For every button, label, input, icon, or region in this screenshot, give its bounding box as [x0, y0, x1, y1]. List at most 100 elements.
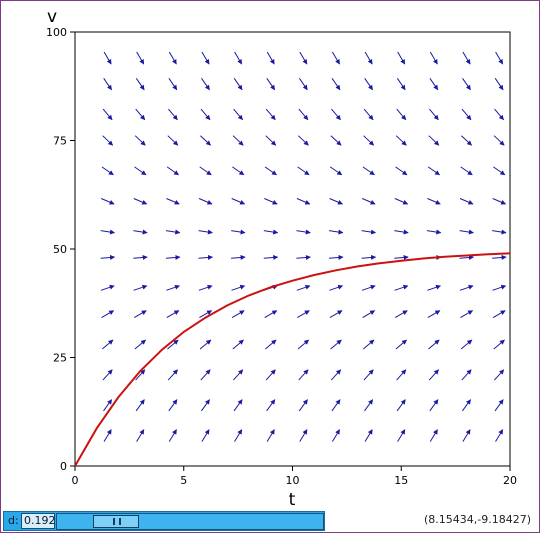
field-arrow	[232, 166, 245, 176]
field-arrow	[330, 135, 342, 146]
field-arrow	[394, 310, 408, 319]
field-arrow	[396, 108, 407, 121]
field-arrow	[462, 429, 471, 442]
y-tick-label: 25	[53, 352, 67, 365]
field-arrow	[329, 166, 343, 176]
direction-field-chart[interactable]: 0 5 10 15 20 0 25 50 75 100 t v	[0, 0, 540, 507]
field-arrow	[200, 369, 211, 381]
slider-grip	[113, 518, 115, 525]
field-arrow	[364, 399, 374, 412]
field-arrow	[201, 51, 210, 65]
field-arrow	[494, 108, 504, 121]
field-arrow	[167, 339, 179, 350]
field-arrow	[165, 254, 181, 260]
field-arrow	[396, 399, 406, 412]
field-arrow	[233, 369, 244, 381]
field-arrow	[166, 166, 180, 176]
field-arrow	[331, 399, 341, 412]
field-arrow	[459, 254, 474, 260]
field-arrow	[136, 429, 145, 442]
field-arrow	[429, 399, 439, 412]
field-arrow	[265, 135, 277, 146]
field-arrow	[101, 339, 114, 350]
field-arrow	[297, 339, 310, 350]
field-arrow	[103, 399, 113, 412]
field-arrow	[198, 254, 213, 260]
field-arrow	[362, 198, 376, 205]
field-arrow	[299, 429, 308, 442]
field-arrow	[297, 135, 309, 146]
field-arrow	[461, 399, 472, 412]
field-arrow	[198, 284, 213, 291]
field-arrow	[265, 108, 276, 121]
field-arrow	[101, 310, 115, 319]
field-arrow	[168, 78, 178, 91]
field-arrow	[135, 399, 145, 412]
field-arrow	[299, 51, 308, 65]
field-arrow	[233, 399, 243, 412]
field-arrow	[396, 78, 406, 91]
field-arrow	[199, 339, 212, 350]
field-arrow	[103, 429, 112, 442]
field-arrow	[427, 198, 441, 205]
field-arrow	[495, 429, 504, 442]
field-arrow	[264, 198, 278, 205]
field-arrow	[167, 135, 179, 146]
y-axis-label: v	[47, 7, 57, 27]
x-axis-ticks: 0 5 10 15 20	[72, 466, 517, 487]
field-arrow	[363, 108, 374, 121]
field-arrow	[101, 166, 114, 176]
field-arrow	[231, 229, 246, 235]
y-tick-label: 75	[53, 135, 67, 148]
field-arrow	[394, 254, 409, 260]
field-arrow	[102, 108, 113, 121]
field-arrow	[102, 369, 113, 381]
field-arrow	[263, 254, 279, 260]
field-arrow	[232, 339, 244, 350]
field-arrow	[133, 310, 147, 319]
field-arrow	[165, 229, 181, 235]
field-arrow	[297, 310, 310, 319]
field-arrow	[231, 198, 246, 205]
field-arrow	[199, 310, 213, 319]
field-arrow	[198, 229, 213, 235]
status-bar: d: 0.192 (8.15434,-9.18427)	[1, 507, 539, 532]
field-arrow	[361, 254, 377, 260]
field-arrow	[233, 108, 243, 121]
field-arrow	[263, 229, 279, 235]
field-arrow	[492, 310, 506, 319]
field-arrow	[331, 51, 341, 65]
slider-thumb[interactable]	[93, 515, 139, 528]
field-arrow	[329, 229, 344, 235]
direction-field	[100, 51, 507, 442]
field-arrow	[234, 51, 243, 65]
slider-value-field[interactable]: 0.192	[21, 513, 56, 529]
field-arrow	[133, 198, 148, 205]
field-arrow	[329, 310, 343, 319]
field-arrow	[234, 429, 243, 442]
field-arrow	[329, 198, 343, 205]
field-arrow	[134, 135, 146, 146]
field-arrow	[168, 108, 178, 121]
field-arrow	[459, 284, 474, 291]
field-arrow	[462, 51, 471, 65]
field-arrow	[395, 339, 407, 350]
field-arrow	[461, 135, 472, 146]
field-arrow	[298, 78, 308, 91]
y-tick-label: 100	[46, 26, 67, 39]
field-arrow	[427, 284, 441, 291]
parameter-slider-panel: d: 0.192	[3, 511, 325, 531]
field-arrow	[100, 284, 115, 291]
field-arrow	[461, 369, 472, 381]
field-arrow	[100, 254, 116, 260]
field-arrow	[331, 78, 341, 91]
field-arrow	[166, 310, 180, 319]
field-arrow	[266, 399, 276, 412]
field-arrow	[426, 229, 442, 235]
field-arrow	[266, 78, 276, 91]
field-arrow	[134, 166, 147, 176]
field-arrow	[492, 284, 507, 291]
field-arrow	[168, 51, 177, 65]
field-arrow	[493, 339, 505, 350]
slider-track[interactable]	[56, 513, 324, 530]
